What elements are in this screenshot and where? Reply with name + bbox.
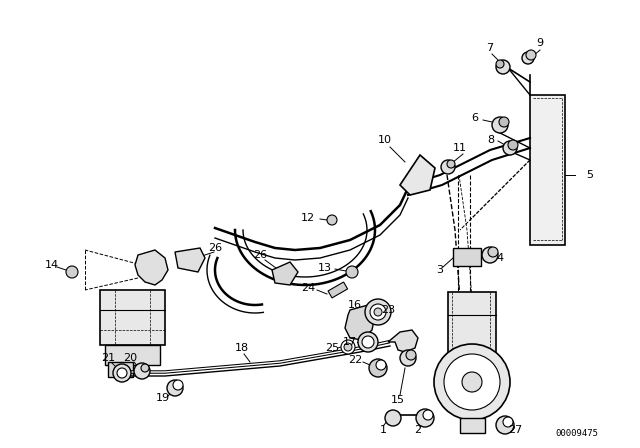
- Text: 12: 12: [301, 213, 315, 223]
- Circle shape: [444, 354, 500, 410]
- Text: 15: 15: [391, 395, 405, 405]
- Text: 16: 16: [348, 300, 362, 310]
- Circle shape: [434, 344, 510, 420]
- Circle shape: [400, 350, 416, 366]
- Circle shape: [346, 266, 358, 278]
- Bar: [328, 282, 348, 298]
- Text: 5: 5: [586, 170, 593, 180]
- Circle shape: [462, 372, 482, 392]
- Text: 10: 10: [378, 135, 392, 145]
- Bar: [448, 292, 496, 352]
- Circle shape: [141, 364, 149, 372]
- Text: 1: 1: [380, 425, 387, 435]
- Circle shape: [416, 409, 434, 427]
- Circle shape: [134, 363, 150, 379]
- Text: 4: 4: [497, 253, 504, 263]
- Text: 7: 7: [486, 43, 493, 53]
- Bar: [108, 362, 133, 377]
- Circle shape: [447, 160, 455, 168]
- Circle shape: [344, 343, 352, 351]
- Text: 00009475: 00009475: [555, 429, 598, 438]
- Text: 3: 3: [436, 265, 444, 275]
- Text: 11: 11: [453, 143, 467, 153]
- Text: 25: 25: [325, 343, 339, 353]
- Circle shape: [385, 410, 401, 426]
- Bar: [530, 95, 565, 245]
- Text: 19: 19: [156, 393, 170, 403]
- Circle shape: [503, 417, 513, 427]
- Circle shape: [423, 410, 433, 420]
- Circle shape: [327, 215, 337, 225]
- Text: 26: 26: [253, 250, 267, 260]
- Circle shape: [406, 350, 416, 360]
- Circle shape: [488, 247, 498, 257]
- Circle shape: [496, 416, 514, 434]
- Text: 21: 21: [101, 353, 115, 363]
- Text: 9: 9: [536, 38, 543, 48]
- Text: 23: 23: [381, 305, 395, 315]
- Bar: [453, 248, 481, 266]
- Circle shape: [508, 140, 518, 150]
- Text: 14: 14: [45, 260, 59, 270]
- Circle shape: [167, 380, 183, 396]
- Circle shape: [522, 52, 534, 64]
- Circle shape: [369, 359, 387, 377]
- Circle shape: [362, 336, 374, 348]
- Circle shape: [499, 117, 509, 127]
- Polygon shape: [135, 250, 168, 285]
- Circle shape: [365, 299, 391, 325]
- Circle shape: [526, 50, 536, 60]
- Text: 8: 8: [488, 135, 495, 145]
- Circle shape: [482, 247, 498, 263]
- Text: 13: 13: [318, 263, 332, 273]
- Circle shape: [376, 360, 386, 370]
- Text: 6: 6: [472, 113, 479, 123]
- Circle shape: [341, 340, 355, 354]
- Bar: [100, 290, 165, 345]
- Circle shape: [173, 380, 183, 390]
- Polygon shape: [272, 262, 298, 285]
- Circle shape: [113, 364, 131, 382]
- Circle shape: [66, 266, 78, 278]
- Polygon shape: [388, 330, 418, 352]
- Text: 24: 24: [301, 283, 315, 293]
- Circle shape: [117, 368, 127, 378]
- Circle shape: [374, 308, 382, 316]
- Text: 27: 27: [508, 425, 522, 435]
- Circle shape: [492, 117, 508, 133]
- Bar: [105, 345, 160, 365]
- Text: 17: 17: [343, 337, 357, 347]
- Circle shape: [496, 60, 504, 68]
- Bar: [460, 418, 485, 433]
- Circle shape: [370, 304, 386, 320]
- Circle shape: [441, 160, 455, 174]
- Circle shape: [496, 60, 510, 74]
- Polygon shape: [345, 305, 375, 340]
- Text: 26: 26: [208, 243, 222, 253]
- Text: 20: 20: [123, 353, 137, 363]
- Circle shape: [358, 332, 378, 352]
- Polygon shape: [400, 155, 435, 195]
- Circle shape: [503, 141, 517, 155]
- Text: 18: 18: [235, 343, 249, 353]
- Polygon shape: [175, 248, 205, 272]
- Text: 22: 22: [348, 355, 362, 365]
- Text: 2: 2: [415, 425, 422, 435]
